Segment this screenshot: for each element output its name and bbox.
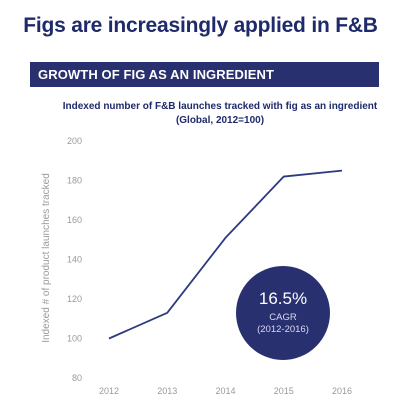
- x-tick-label: 2014: [215, 386, 235, 396]
- cagr-label: CAGR: [269, 312, 297, 323]
- x-axis-ticks: 2012 2013 2014 2015 2016: [99, 386, 352, 396]
- y-tick-label: 140: [67, 255, 82, 265]
- chart-title: Indexed number of F&B launches tracked w…: [62, 101, 378, 126]
- series-line-1: [108, 169, 343, 340]
- page-title: Figs are increasingly applied in F&B: [23, 14, 378, 37]
- cagr-badge: 16.5% CAGR (2012-2016): [236, 266, 330, 360]
- cagr-value: 16.5%: [259, 289, 307, 308]
- y-tick-label: 200: [67, 136, 82, 146]
- y-tick-label: 100: [67, 334, 82, 344]
- cagr-badge-circle: [236, 266, 330, 360]
- y-tick-label: 180: [67, 176, 82, 186]
- x-tick-label: 2013: [157, 386, 177, 396]
- x-tick-label: 2015: [274, 386, 294, 396]
- series-lines: [108, 169, 343, 340]
- section-banner: GROWTH OF FIG AS AN INGREDIENT: [30, 62, 379, 87]
- x-tick-label: 2016: [332, 386, 352, 396]
- y-tick-label: 120: [67, 294, 82, 304]
- cagr-period: (2012-2016): [257, 324, 309, 335]
- y-axis-label: Indexed # of product launches tracked: [41, 173, 52, 343]
- y-axis-ticks: 80 100 120 140 160 180 200: [67, 136, 82, 383]
- y-tick-label: 160: [67, 215, 82, 225]
- x-tick-label: 2012: [99, 386, 119, 396]
- y-tick-label: 80: [72, 373, 82, 383]
